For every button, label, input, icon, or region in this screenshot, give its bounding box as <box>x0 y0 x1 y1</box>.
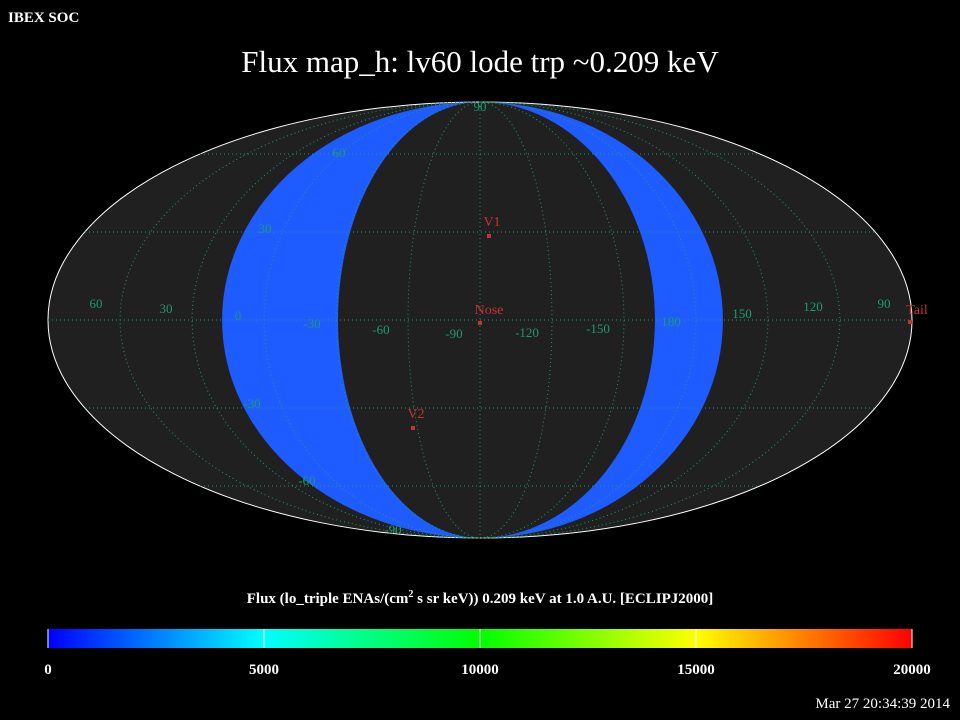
latitude-label: -30 <box>243 396 260 411</box>
colorbar-tick-label: 10000 <box>461 662 499 678</box>
longitude-label: 30 <box>160 301 173 316</box>
source: IBEX SOC <box>8 10 79 26</box>
latitude-label: 90 <box>474 99 487 114</box>
marker-label: V1 <box>483 215 500 230</box>
meridian <box>335 101 625 539</box>
colorbar-tick-label: 15000 <box>677 662 715 678</box>
timestamp: Mar 27 20:34:39 2014 <box>815 696 950 712</box>
flux-band <box>222 102 480 538</box>
colorbar-tick-label: 20000 <box>893 662 931 678</box>
longitude-label: 180 <box>661 314 681 329</box>
flux-band <box>480 102 723 538</box>
colorbar-tick-label: 5000 <box>249 662 279 678</box>
colorbar-tick-label: 0 <box>44 662 52 678</box>
latitude-label: -90 <box>384 522 401 537</box>
longitude-label: 90 <box>878 296 891 311</box>
longitude-label: 60 <box>90 296 103 311</box>
title: Flux map_h: lv60 lode trp ~0.209 keV <box>241 44 719 79</box>
colorbar: 0 5000 10000 15000 20000 <box>44 629 931 678</box>
marker <box>478 321 482 325</box>
meridian <box>407 101 553 539</box>
longitude-label: -90 <box>445 326 462 341</box>
latitude-label: -60 <box>298 473 315 488</box>
longitude-label: 150 <box>732 306 752 321</box>
marker <box>487 234 491 238</box>
longitude-label: -30 <box>303 316 320 331</box>
longitude-label: 120 <box>803 299 823 314</box>
longitude-label: 0 <box>235 308 242 323</box>
latitude-label: 60 <box>333 145 346 160</box>
meridian <box>263 101 697 539</box>
latitude-label: 30 <box>259 221 272 236</box>
marker-label: Nose <box>475 303 504 318</box>
marker <box>411 426 415 430</box>
marker-label: V2 <box>407 407 424 422</box>
longitude-label: -150 <box>586 321 610 336</box>
marker-label: Tail <box>906 303 928 318</box>
longitude-label: -120 <box>515 325 539 340</box>
colorbar-label: Flux (lo_triple ENAs/(cm2 s sr keV)) 0.2… <box>247 589 714 607</box>
sky-map: 90 60 30 -30 -60 -90 60 30 0 -30 -60 -90 -120 -150 180… <box>47 99 928 539</box>
longitude-label: -60 <box>372 322 389 337</box>
marker <box>908 320 912 324</box>
